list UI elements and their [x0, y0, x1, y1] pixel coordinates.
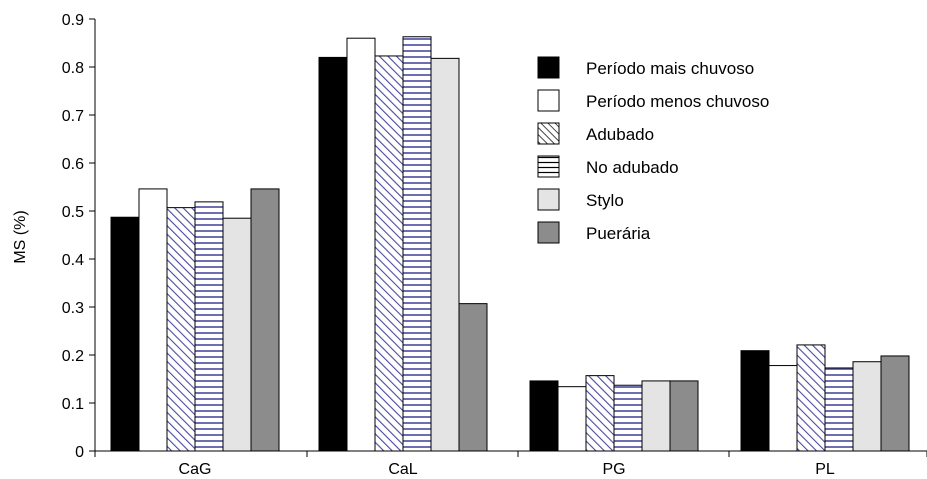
- bar-PG-series-3: [585, 375, 615, 452]
- bar-CaL-series-1: [318, 56, 348, 452]
- y-tick-label-0.7: 0.7: [62, 108, 84, 125]
- legend-swatch-5: [537, 188, 560, 211]
- bar-PG-series-4: [613, 384, 643, 452]
- bar-PG-series-1: [529, 380, 559, 452]
- plot-area: 0 0.1 0.2 0.3 0.4 0.5 0.6 0.7 0.8 0.9 CaG CaL PG PL: [62, 12, 927, 478]
- legend-swatch-1: [537, 56, 560, 79]
- bar-CaL-series-4: [402, 36, 432, 452]
- bar-CaG-series-5: [222, 217, 252, 452]
- bar-CaL-series-3: [374, 55, 404, 452]
- legend-swatch-6: [537, 221, 560, 244]
- legend-label-4: No adubado: [586, 158, 679, 177]
- bar-PL-series-6: [880, 355, 910, 452]
- legend-swatch-2: [537, 89, 560, 112]
- bar-PG-series-6: [669, 380, 699, 452]
- y-tick-label-0.6: 0.6: [62, 156, 84, 173]
- bar-CaG-series-2: [138, 188, 168, 452]
- legend-swatch-4: [537, 155, 560, 178]
- y-tick-label-0.5: 0.5: [62, 204, 84, 221]
- y-tick-label-0: 0: [75, 444, 84, 461]
- y-tick-label-0.8: 0.8: [62, 60, 84, 77]
- y-tick-label-0.4: 0.4: [62, 252, 84, 269]
- legend-swatch-3: [537, 122, 560, 145]
- legend-label-6: Puerária: [586, 224, 651, 243]
- bar-CaL-series-5: [430, 57, 460, 452]
- legend-label-5: Stylo: [586, 191, 624, 210]
- legend-label-1: Período mais chuvoso: [586, 59, 754, 78]
- y-tick-label-0.3: 0.3: [62, 300, 84, 317]
- y-tick-label-0.1: 0.1: [62, 396, 84, 413]
- bar-CaL-series-2: [346, 37, 376, 452]
- legend: Período mais chuvoso Período menos chuvos…: [537, 56, 769, 244]
- x-tick-label-PL: PL: [815, 461, 835, 478]
- y-tick-label-0.9: 0.9: [62, 12, 84, 29]
- x-tick-label-PG: PG: [602, 461, 625, 478]
- bar-CaG-series-3: [166, 207, 196, 452]
- legend-label-3: Adubado: [586, 125, 654, 144]
- bar-CaG-series-1: [110, 216, 140, 452]
- legend-label-2: Período menos chuvoso: [586, 92, 769, 111]
- bar-PG-series-5: [641, 380, 671, 452]
- bar-PL-series-5: [852, 361, 882, 452]
- y-tick-label-0.2: 0.2: [62, 348, 84, 365]
- bar-CaL-series-6: [458, 303, 488, 452]
- bar-CaG-series-4: [194, 201, 224, 452]
- bar-PG-series-2: [557, 386, 587, 452]
- x-tick-label-CaG: CaG: [179, 461, 212, 478]
- bar-PL-series-3: [796, 344, 826, 452]
- bar-PL-series-1: [740, 350, 770, 452]
- bar-PL-series-2: [768, 365, 798, 452]
- x-tick-label-CaL: CaL: [388, 461, 417, 478]
- bar-CaG-series-6: [250, 188, 280, 452]
- y-axis-label: MS (%): [12, 210, 29, 263]
- bar-PL-series-4: [824, 367, 854, 452]
